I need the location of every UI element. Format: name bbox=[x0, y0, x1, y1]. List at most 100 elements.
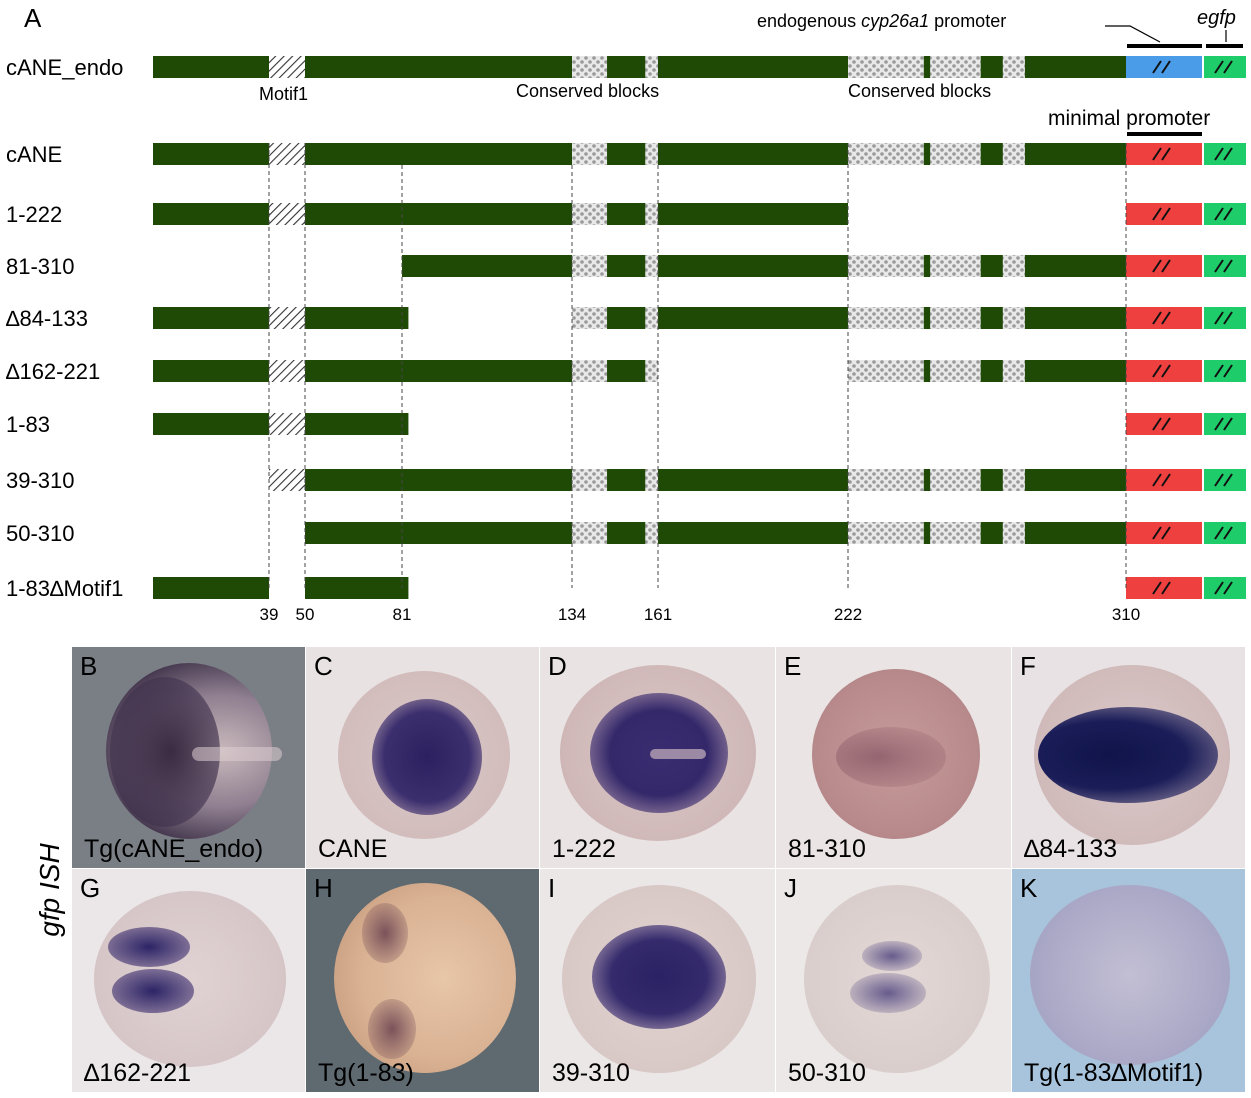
panel-letter: H bbox=[314, 873, 333, 903]
panel-letter: F bbox=[1020, 651, 1036, 681]
break-mark bbox=[1214, 147, 1224, 161]
endogenous-promoter-label: endogenous cyp26a1 promoter bbox=[757, 11, 1006, 31]
construct-diagram: A endogenous cyp26a1 promoter egfp Motif… bbox=[6, 3, 1246, 624]
egfp-box bbox=[1204, 143, 1246, 165]
stain bbox=[362, 903, 408, 963]
break-mark bbox=[1152, 364, 1162, 378]
break-mark bbox=[1152, 60, 1162, 74]
construct-label: cANE_endo bbox=[6, 55, 123, 80]
break-mark bbox=[1214, 207, 1224, 221]
conserved-block bbox=[848, 522, 924, 544]
egfp-box bbox=[1204, 255, 1246, 277]
break-mark bbox=[1161, 147, 1171, 161]
panel-h: H Tg(1-83) bbox=[306, 869, 540, 1093]
conserved-block bbox=[848, 307, 924, 329]
break-mark bbox=[1214, 60, 1224, 74]
conserved-block bbox=[1002, 143, 1025, 165]
enhancer-segment bbox=[305, 577, 409, 599]
panel-b: B Tg(cANE_endo) bbox=[72, 647, 306, 869]
egfp-box bbox=[1204, 360, 1246, 382]
construct-label: 81-310 bbox=[6, 254, 75, 279]
endogenous-promoter-box bbox=[1126, 56, 1202, 78]
panel-letter: K bbox=[1020, 873, 1038, 903]
break-mark bbox=[1223, 207, 1233, 221]
break-mark bbox=[1214, 364, 1224, 378]
break-mark bbox=[1152, 311, 1162, 325]
minimal-promoter-box bbox=[1126, 413, 1202, 435]
egfp-box bbox=[1204, 307, 1246, 329]
break-mark bbox=[1223, 259, 1233, 273]
stain bbox=[836, 727, 946, 787]
panel-caption: 50-310 bbox=[788, 1059, 866, 1087]
position-tick-label: 81 bbox=[393, 605, 412, 624]
panel-e: E 81-310 bbox=[776, 647, 1012, 869]
conserved-block bbox=[645, 307, 658, 329]
break-mark bbox=[1161, 259, 1171, 273]
conserved-blocks-label-1: Conserved blocks bbox=[516, 81, 659, 101]
panel-caption: ∆84-133 bbox=[1024, 835, 1118, 863]
position-tick-label: 222 bbox=[834, 605, 862, 624]
construct-label: 50-310 bbox=[6, 521, 75, 546]
minimal-promoter-label: minimal promoter bbox=[1048, 107, 1210, 130]
construct-row: cANE_endo bbox=[6, 55, 1246, 80]
break-mark bbox=[1223, 417, 1233, 431]
break-mark bbox=[1214, 581, 1224, 595]
motif1-region bbox=[269, 143, 305, 165]
break-mark bbox=[1161, 364, 1171, 378]
conserved-blocks-label-2: Conserved blocks bbox=[848, 81, 991, 101]
motif1-label: Motif1 bbox=[259, 84, 308, 104]
construct-row: 39-310 bbox=[6, 468, 1246, 493]
motif1-region bbox=[269, 469, 305, 491]
construct-label: 1-222 bbox=[6, 202, 62, 227]
minimal-promoter-box bbox=[1126, 307, 1202, 329]
conserved-block bbox=[645, 469, 658, 491]
break-mark bbox=[1223, 311, 1233, 325]
motif1-region bbox=[269, 360, 305, 382]
panel-caption: CANE bbox=[318, 835, 388, 863]
construct-row: cANE bbox=[6, 142, 1246, 167]
break-mark bbox=[1223, 364, 1233, 378]
conserved-block bbox=[572, 360, 608, 382]
construct-label: ∆162-221 bbox=[6, 359, 100, 384]
construct-row: ∆162-221 bbox=[6, 359, 1246, 384]
break-mark bbox=[1214, 526, 1224, 540]
stain bbox=[108, 927, 190, 967]
position-tick-label: 161 bbox=[644, 605, 672, 624]
break-mark bbox=[1223, 60, 1233, 74]
break-mark bbox=[1152, 417, 1162, 431]
conserved-block bbox=[572, 522, 608, 544]
minimal-promoter-box bbox=[1126, 143, 1202, 165]
stain bbox=[112, 969, 194, 1013]
egfp-box bbox=[1204, 577, 1246, 599]
conserved-block bbox=[930, 360, 981, 382]
conserved-block bbox=[1002, 307, 1025, 329]
panel-caption: Tg(1-83∆Motif1) bbox=[1024, 1059, 1204, 1087]
conserved-block bbox=[645, 360, 658, 382]
position-tick-label: 310 bbox=[1112, 605, 1140, 624]
conserved-block bbox=[1002, 360, 1025, 382]
conserved-block bbox=[1002, 255, 1025, 277]
conserved-block bbox=[572, 143, 608, 165]
minimal-promoter-box bbox=[1126, 360, 1202, 382]
position-tick-label: 134 bbox=[558, 605, 586, 624]
minimal-promoter-box bbox=[1126, 255, 1202, 277]
construct-row: 81-310 bbox=[6, 254, 1246, 279]
motif1-region bbox=[269, 413, 305, 435]
conserved-block bbox=[1002, 522, 1025, 544]
break-mark bbox=[1161, 473, 1171, 487]
conserved-block bbox=[572, 56, 608, 78]
position-tick-label: 50 bbox=[296, 605, 315, 624]
panel-caption: ∆162-221 bbox=[84, 1059, 192, 1087]
construct-label: cANE bbox=[6, 142, 62, 167]
egfp-box bbox=[1204, 469, 1246, 491]
construct-row: 1-83 bbox=[6, 412, 1246, 437]
construct-row: ∆84-133 bbox=[6, 306, 1246, 331]
conserved-block bbox=[848, 469, 924, 491]
conserved-block bbox=[572, 255, 608, 277]
conserved-block bbox=[645, 143, 658, 165]
conserved-block bbox=[848, 255, 924, 277]
construct-row: 1-83∆Motif1 bbox=[6, 576, 1246, 601]
conserved-block bbox=[645, 522, 658, 544]
break-mark bbox=[1223, 526, 1233, 540]
